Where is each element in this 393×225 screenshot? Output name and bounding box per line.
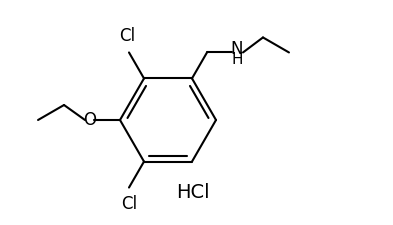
Text: N: N	[231, 40, 243, 58]
Text: H: H	[231, 52, 243, 67]
Text: Cl: Cl	[119, 27, 135, 45]
Text: HCl: HCl	[176, 184, 210, 202]
Text: Cl: Cl	[121, 195, 137, 213]
Text: O: O	[83, 111, 97, 129]
